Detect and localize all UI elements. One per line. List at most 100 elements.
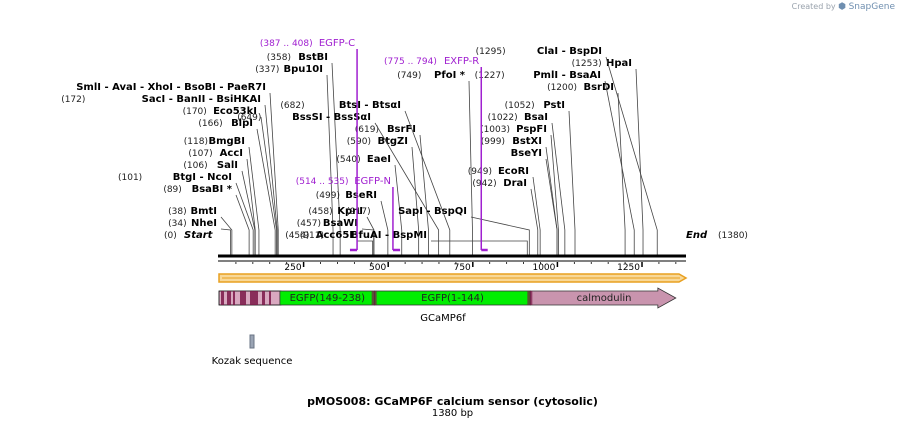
site-connector-line xyxy=(419,134,429,255)
site-connector-line xyxy=(605,56,658,255)
site-connector-line xyxy=(220,228,231,255)
site-bseri[interactable]: BseRI (499) xyxy=(316,190,389,255)
site-position: (499) xyxy=(316,191,340,201)
site-psti[interactable]: PstI (1052) xyxy=(505,100,576,255)
site-bsabi[interactable]: BsaBI * (89) xyxy=(163,184,250,255)
site-acc65i[interactable]: Acc65I (454) xyxy=(285,230,374,255)
site-connector-line xyxy=(411,146,420,255)
site-pspfi[interactable]: PspFI (1003) xyxy=(480,124,559,255)
feature-egfp-1-144[interactable]: EGFP(1-144) xyxy=(374,290,531,306)
site-btsi-bts-i[interactable]: BtsI - BtsαI (682) xyxy=(280,100,451,255)
site-bmti[interactable]: BmtI (38) xyxy=(168,206,233,255)
site-name[interactable]: BseYI xyxy=(511,148,542,159)
gene-name-label[interactable]: GCaMP6f xyxy=(420,313,466,324)
site-connector-line xyxy=(220,216,233,255)
site-name[interactable]: PstI xyxy=(543,100,565,111)
site-name[interactable]: EcoRI xyxy=(498,166,529,177)
primer-name[interactable]: EXFP-R xyxy=(444,56,479,67)
site-pmli-bsaai[interactable]: PmlI - BsaAI (1227) xyxy=(475,70,635,255)
site-name[interactable]: PfoI * xyxy=(434,70,466,81)
site-bfuai-bspmi[interactable]: BfuAI - BspMI (911) xyxy=(300,230,528,255)
site-name[interactable]: BsrDI xyxy=(583,82,614,93)
site-name[interactable]: BmtI xyxy=(190,206,217,217)
site-name[interactable]: PspFI xyxy=(516,124,547,135)
site-connector-line xyxy=(380,200,389,255)
site-bsrfi[interactable]: BsrFI (619) xyxy=(355,124,429,255)
site-ecori[interactable]: EcoRI (949) xyxy=(468,166,541,255)
primer-egfp-n[interactable]: EGFP-N (514 .. 535) xyxy=(296,176,401,252)
feature-label: EGFP(1-144) xyxy=(421,293,484,304)
site-name[interactable]: BmgBI xyxy=(208,136,245,147)
kozak-feature-box[interactable] xyxy=(249,334,255,349)
site-name[interactable]: DraI xyxy=(503,178,527,189)
site-connector-line xyxy=(431,240,528,255)
site-name[interactable]: NheI xyxy=(191,218,217,229)
site-name[interactable]: SmlI - AvaI - XhoI - BsoBI - PaeR7I xyxy=(76,82,266,93)
primer-name[interactable]: EGFP-C xyxy=(319,38,355,49)
site-name[interactable]: ClaI - BspDI xyxy=(537,46,602,57)
site-name[interactable]: BstXI xyxy=(512,136,542,147)
site-name[interactable]: BtgI - NcoI xyxy=(173,172,232,183)
site-name[interactable]: BtsI - BtsαI xyxy=(339,100,401,111)
site-name[interactable]: Bpu10I xyxy=(283,64,323,75)
site-name[interactable]: BsaBI * xyxy=(192,184,233,195)
site-position: (457) xyxy=(297,219,321,229)
site-name[interactable]: Acc65I xyxy=(316,230,353,241)
site-blpi[interactable]: BlpI (166) xyxy=(198,118,276,255)
site-name[interactable]: HpaI xyxy=(606,58,632,69)
site-name[interactable]: SapI - BspQI xyxy=(398,206,467,217)
site-smli-avai-xhoi-bsobi-paer7i[interactable]: SmlI - AvaI - XhoI - BsoBI - PaeR7I(175) xyxy=(0,82,279,255)
feature-calmodulin[interactable]: calmodulin xyxy=(529,287,677,309)
site-kpni[interactable]: KpnI (458) xyxy=(308,206,375,255)
end-label[interactable]: End xyxy=(686,230,708,241)
site-name[interactable]: BseRI xyxy=(345,190,377,201)
site-name[interactable]: AccI xyxy=(220,148,243,159)
site-name[interactable]: BlpI xyxy=(231,118,253,129)
site-nhei[interactable]: NheI (34) xyxy=(168,218,231,255)
site-eaei[interactable]: EaeI (540) xyxy=(336,154,403,255)
site-name[interactable]: Eco53kI xyxy=(213,106,257,117)
site-btgzi[interactable]: BtgZI (590) xyxy=(347,136,420,255)
site-hpai[interactable]: HpaI (1253) xyxy=(572,58,644,255)
site-pfoi[interactable]: PfoI * (749) xyxy=(397,70,473,255)
site-position: (911) xyxy=(300,231,324,241)
site-connector-line xyxy=(568,110,576,255)
site-btgi-ncoi[interactable]: BtgI - NcoI (101) xyxy=(118,172,254,255)
site-sapi-bspqi[interactable]: SapI - BspQI (917) xyxy=(346,206,530,255)
site-position: (1295) xyxy=(476,47,506,57)
primer-egfp-c[interactable]: EGFP-C (387 .. 408) xyxy=(260,38,358,252)
site-drai[interactable]: DraI (942) xyxy=(472,178,539,255)
site-name[interactable]: PmlI - BsaAI xyxy=(533,70,601,81)
orf-arrow[interactable] xyxy=(218,273,688,283)
site-bstbi[interactable]: BstBI (358) xyxy=(267,52,341,255)
kozak-label[interactable]: Kozak sequence xyxy=(212,356,293,367)
site-name[interactable]: BsrFI xyxy=(387,124,416,135)
feature-egfp-149-238[interactable]: EGFP(149-238) xyxy=(279,290,376,306)
site-name[interactable]: BssSI - BssSαI xyxy=(292,112,371,123)
primer-exfp-r[interactable]: EXFP-R (775 .. 794) xyxy=(384,56,488,252)
site-name[interactable]: EaeI xyxy=(367,154,391,165)
site-position: (540) xyxy=(336,155,360,165)
site-name[interactable]: BstBI xyxy=(298,52,328,63)
site-bsai[interactable]: BsaI (1022) xyxy=(488,112,566,255)
site-saci-banii-bsihkai[interactable]: SacI - BanII - BsiHKAI (172) xyxy=(61,94,278,255)
site-acci[interactable]: AccI (107) xyxy=(188,148,256,255)
feature-pink-region[interactable] xyxy=(218,290,282,306)
site-name[interactable]: BsaWI xyxy=(323,218,358,229)
site-name[interactable]: BfuAI - BspMI xyxy=(351,230,427,241)
site-name[interactable]: SalI xyxy=(217,160,238,171)
site-name[interactable]: SacI - BanII - BsiHKAI xyxy=(142,94,261,105)
credit-prefix: Created by xyxy=(791,2,836,11)
site-name[interactable]: BtgZI xyxy=(377,136,408,147)
site-name[interactable]: BsaI xyxy=(524,112,548,123)
primer-name[interactable]: EGFP-N xyxy=(354,176,391,187)
site-bpu10i[interactable]: Bpu10I (337) xyxy=(255,64,334,255)
site-eco53ki[interactable]: Eco53kI (170) xyxy=(183,106,277,255)
site-connector-line xyxy=(246,158,256,255)
site-bseyi[interactable]: BseYI xyxy=(511,148,558,255)
site-bmgbi[interactable]: BmgBI(118) xyxy=(184,136,260,255)
site-bsssi-bsss-i[interactable]: BssSI - BssSαI (649) xyxy=(237,112,440,255)
site-clai-bspdi[interactable]: ClaI - BspDI (1295) xyxy=(476,46,658,255)
site-bsrdi[interactable]: BsrDI (1200) xyxy=(547,82,626,255)
site-name[interactable]: KpnI xyxy=(337,206,363,217)
